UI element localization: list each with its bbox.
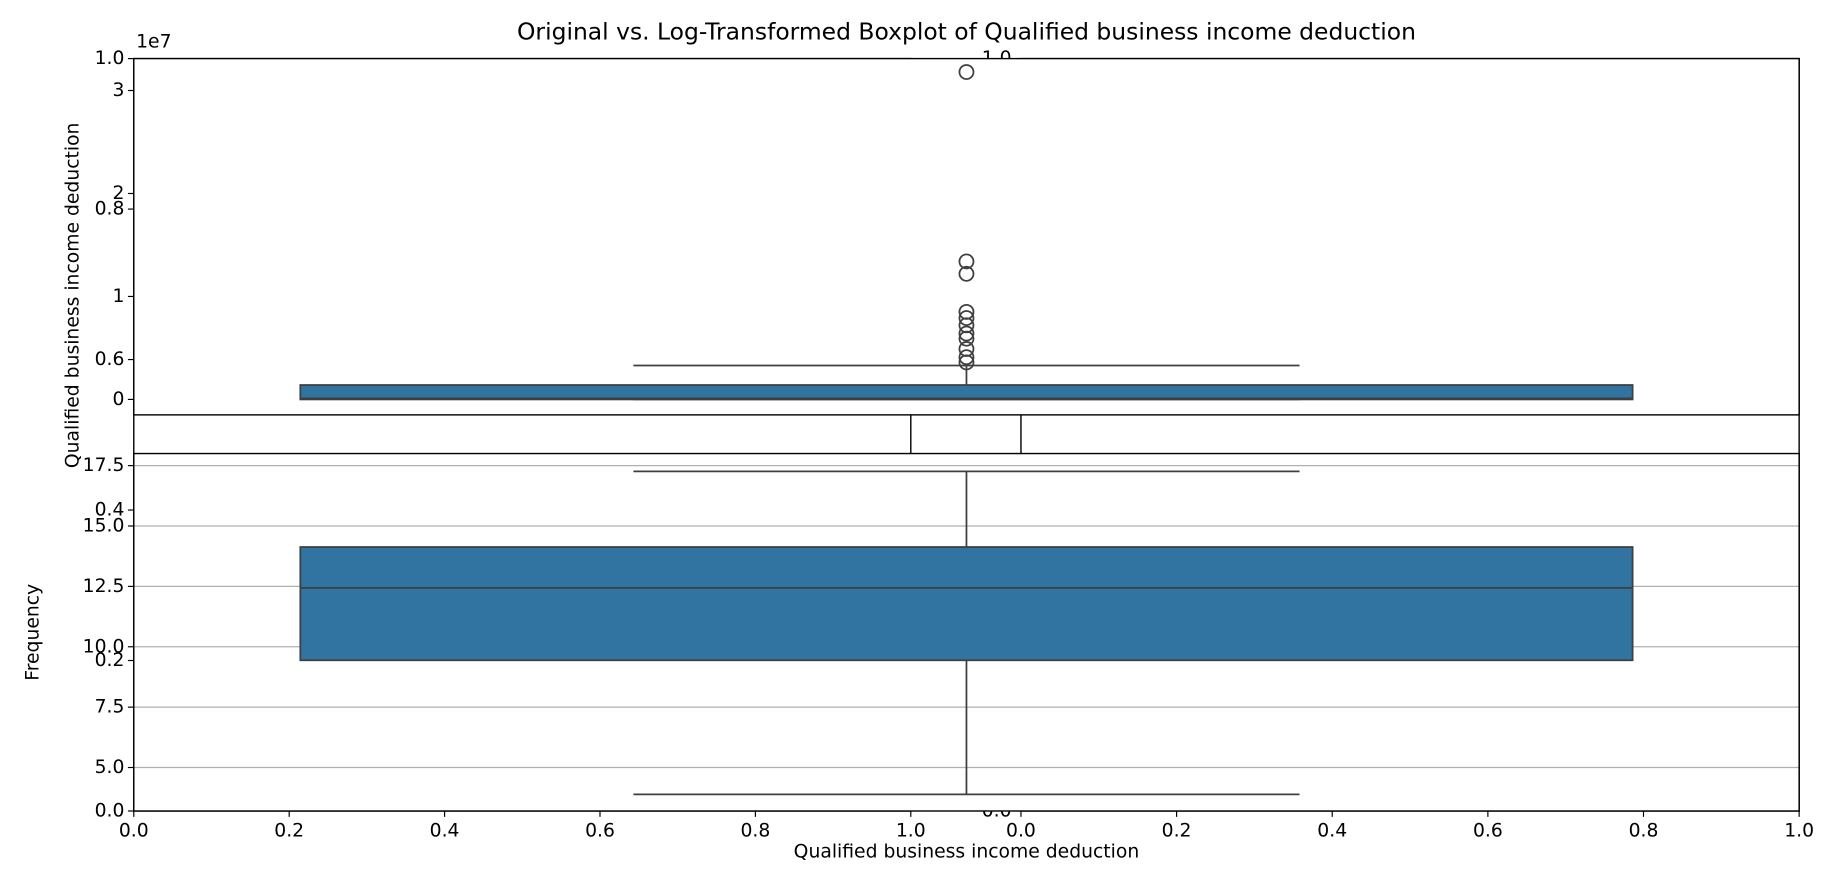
outlier <box>958 64 975 80</box>
x-tick-label: 0.4 <box>1317 820 1347 841</box>
x-tick-label: 0.6 <box>585 820 615 841</box>
x-tick-label: 1.0 <box>1784 820 1814 841</box>
x-tick-label: 1.0 <box>896 820 926 841</box>
x-tick-label: 0.0 <box>1006 820 1036 841</box>
y-tick-label: 3 <box>112 80 124 101</box>
outlier <box>958 265 975 282</box>
x-tick-label: 0.8 <box>740 820 770 841</box>
outlier <box>958 310 975 326</box>
x-tick-label: 0.0 <box>119 820 149 841</box>
y-tick-label: 0 <box>112 389 124 410</box>
axes-background <box>133 58 1800 415</box>
box <box>299 384 1634 401</box>
axes-frame <box>133 57 1800 416</box>
y-tick-label: 1.0 <box>95 48 125 69</box>
y-tick-label: 17.5 <box>83 455 125 476</box>
x-tick-label: 0.2 <box>274 820 304 841</box>
y-axis-label: Qualified business income deduction <box>62 123 83 469</box>
x-axis-label: Qualified business income deduction <box>794 842 1140 863</box>
y-axis-label: Frequency <box>22 584 43 681</box>
y-tick-label: 5.0 <box>95 757 125 778</box>
axis-offset-label: 1e7 <box>136 32 171 53</box>
outlier <box>958 325 975 342</box>
box <box>299 546 1634 662</box>
x-tick-label: 0.6 <box>1473 820 1503 841</box>
y-tick-label: 10.0 <box>83 636 125 657</box>
y-tick-label: 12.5 <box>83 576 125 597</box>
outlier <box>958 354 975 371</box>
y-tick-label: 7.5 <box>95 697 125 718</box>
outlier <box>958 330 975 347</box>
axes-frame <box>133 452 1800 812</box>
x-tick-label: 0.4 <box>430 820 460 841</box>
y-tick-label: 1 <box>112 286 124 307</box>
outlier <box>958 253 975 270</box>
x-tick-label: 0.2 <box>1162 820 1192 841</box>
y-tick-label: 2 <box>112 183 124 204</box>
y-tick-label: 15.0 <box>83 516 125 537</box>
y-tick-label: 0.4 <box>95 500 125 521</box>
outlier <box>958 349 975 366</box>
chart-title: Original vs. Log-Transformed Boxplot of … <box>517 17 1416 45</box>
y-tick-label: 0.8 <box>95 199 125 220</box>
y-tick-label: 0.0 <box>95 800 125 821</box>
x-tick-label: 0.8 <box>1629 820 1659 841</box>
y-tick-label: 0.6 <box>95 349 125 370</box>
y-tick-label: 0.2 <box>95 650 125 671</box>
